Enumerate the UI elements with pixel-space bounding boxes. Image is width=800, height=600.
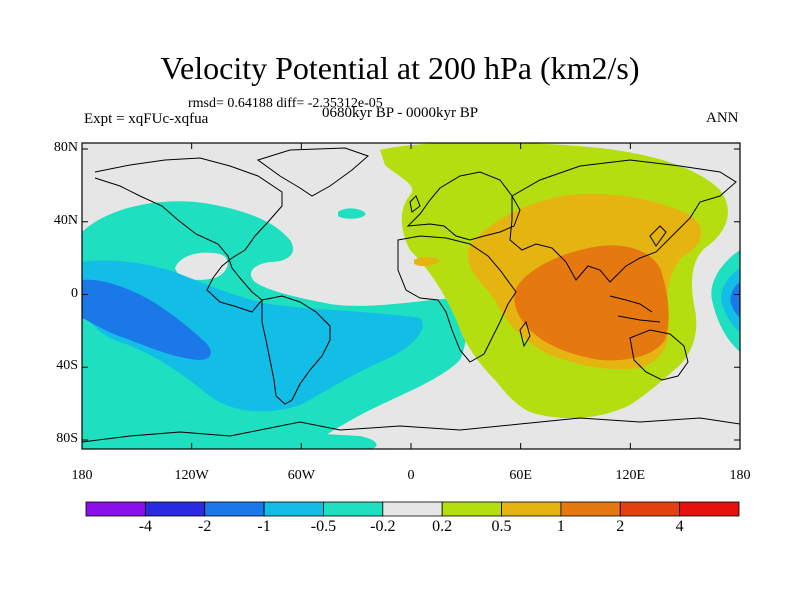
colorbar (85, 501, 740, 517)
colorbar-swatch (204, 501, 265, 517)
coast-north-america (94, 157, 283, 313)
coastlines (82, 147, 740, 443)
positive-contour-hole-atlantic (345, 280, 367, 298)
colorbar-label: 1 (556, 518, 565, 535)
colorbar-swatch (441, 501, 502, 517)
colorbar-swatch (560, 501, 621, 517)
colorbar-swatch (619, 501, 681, 517)
x-tick-label: 60E (509, 468, 532, 483)
colorbar-label: 4 (675, 518, 684, 535)
coast-uk (409, 195, 421, 213)
x-tick-label: 0 (407, 468, 415, 483)
coast-south-america (261, 295, 331, 405)
colorbar-swatch (85, 501, 146, 517)
x-tick-label: 180 (71, 468, 93, 483)
colorbar-swatch (382, 501, 443, 517)
y-tick-label: 80S (56, 431, 78, 446)
rmsd-diff-stats: rmsd= 0.64188 diff= -2.35312e-05 (188, 96, 383, 111)
y-tick-label: 40N (53, 212, 78, 228)
y-tick-label: 0 (71, 285, 78, 301)
experiment-label: Expt = xqFUc-xqfua (84, 111, 209, 127)
positive-contour-core (514, 245, 669, 361)
colorbar-swatch (144, 501, 206, 517)
colorbar-label: -4 (138, 518, 153, 535)
colorbar-swatch (263, 501, 324, 517)
y-tick-label: 80N (53, 140, 78, 155)
negative-contour-east-core (730, 282, 740, 318)
colorbar-label: -2 (198, 518, 212, 535)
coast-greenland (256, 147, 369, 197)
colorbar-label: 0.5 (491, 518, 512, 535)
positive-contour-west-patch (414, 257, 440, 267)
coast-australia (629, 329, 689, 381)
x-tick-label: 180 (729, 468, 751, 483)
colorbar-label: -1 (257, 518, 271, 535)
colorbar-label: -0.2 (370, 518, 396, 535)
coast-indonesia (609, 295, 661, 323)
negative-contour-southern-ocean (82, 427, 377, 449)
colorbar-swatch (679, 501, 740, 517)
coast-madagascar (519, 320, 531, 348)
x-axis-ticks (81, 143, 741, 449)
colorbar-label: -0.5 (310, 518, 337, 535)
coast-africa (397, 235, 517, 363)
period-label: 0680kyr BP - 0000kyr BP (322, 105, 479, 121)
y-axis-ticks (82, 148, 740, 441)
colorbar-label: 2 (616, 518, 625, 535)
coast-japan (649, 225, 667, 247)
y-tick-label: 40S (56, 358, 78, 374)
coast-europe (406, 171, 521, 241)
positive-contour-hole-pacific (175, 252, 228, 280)
map-panel (82, 143, 740, 449)
negative-contour-north-atlantic (338, 208, 366, 219)
x-tick-label: 120W (174, 468, 209, 483)
x-tick-label: 120E (615, 468, 646, 483)
coast-asia (509, 159, 737, 283)
chart-title: Velocity Potential at 200 hPa (km2/s) (160, 50, 640, 86)
colorbar-swatch (501, 501, 562, 517)
x-tick-label: 60W (287, 468, 315, 483)
negative-contour-core (82, 279, 211, 360)
coast-antarctica (82, 417, 740, 443)
colorbar-swatch (323, 501, 384, 517)
colorbar-label: 0.2 (432, 518, 453, 535)
season-label: ANN (706, 110, 739, 126)
negative-contour-mid (82, 260, 423, 412)
